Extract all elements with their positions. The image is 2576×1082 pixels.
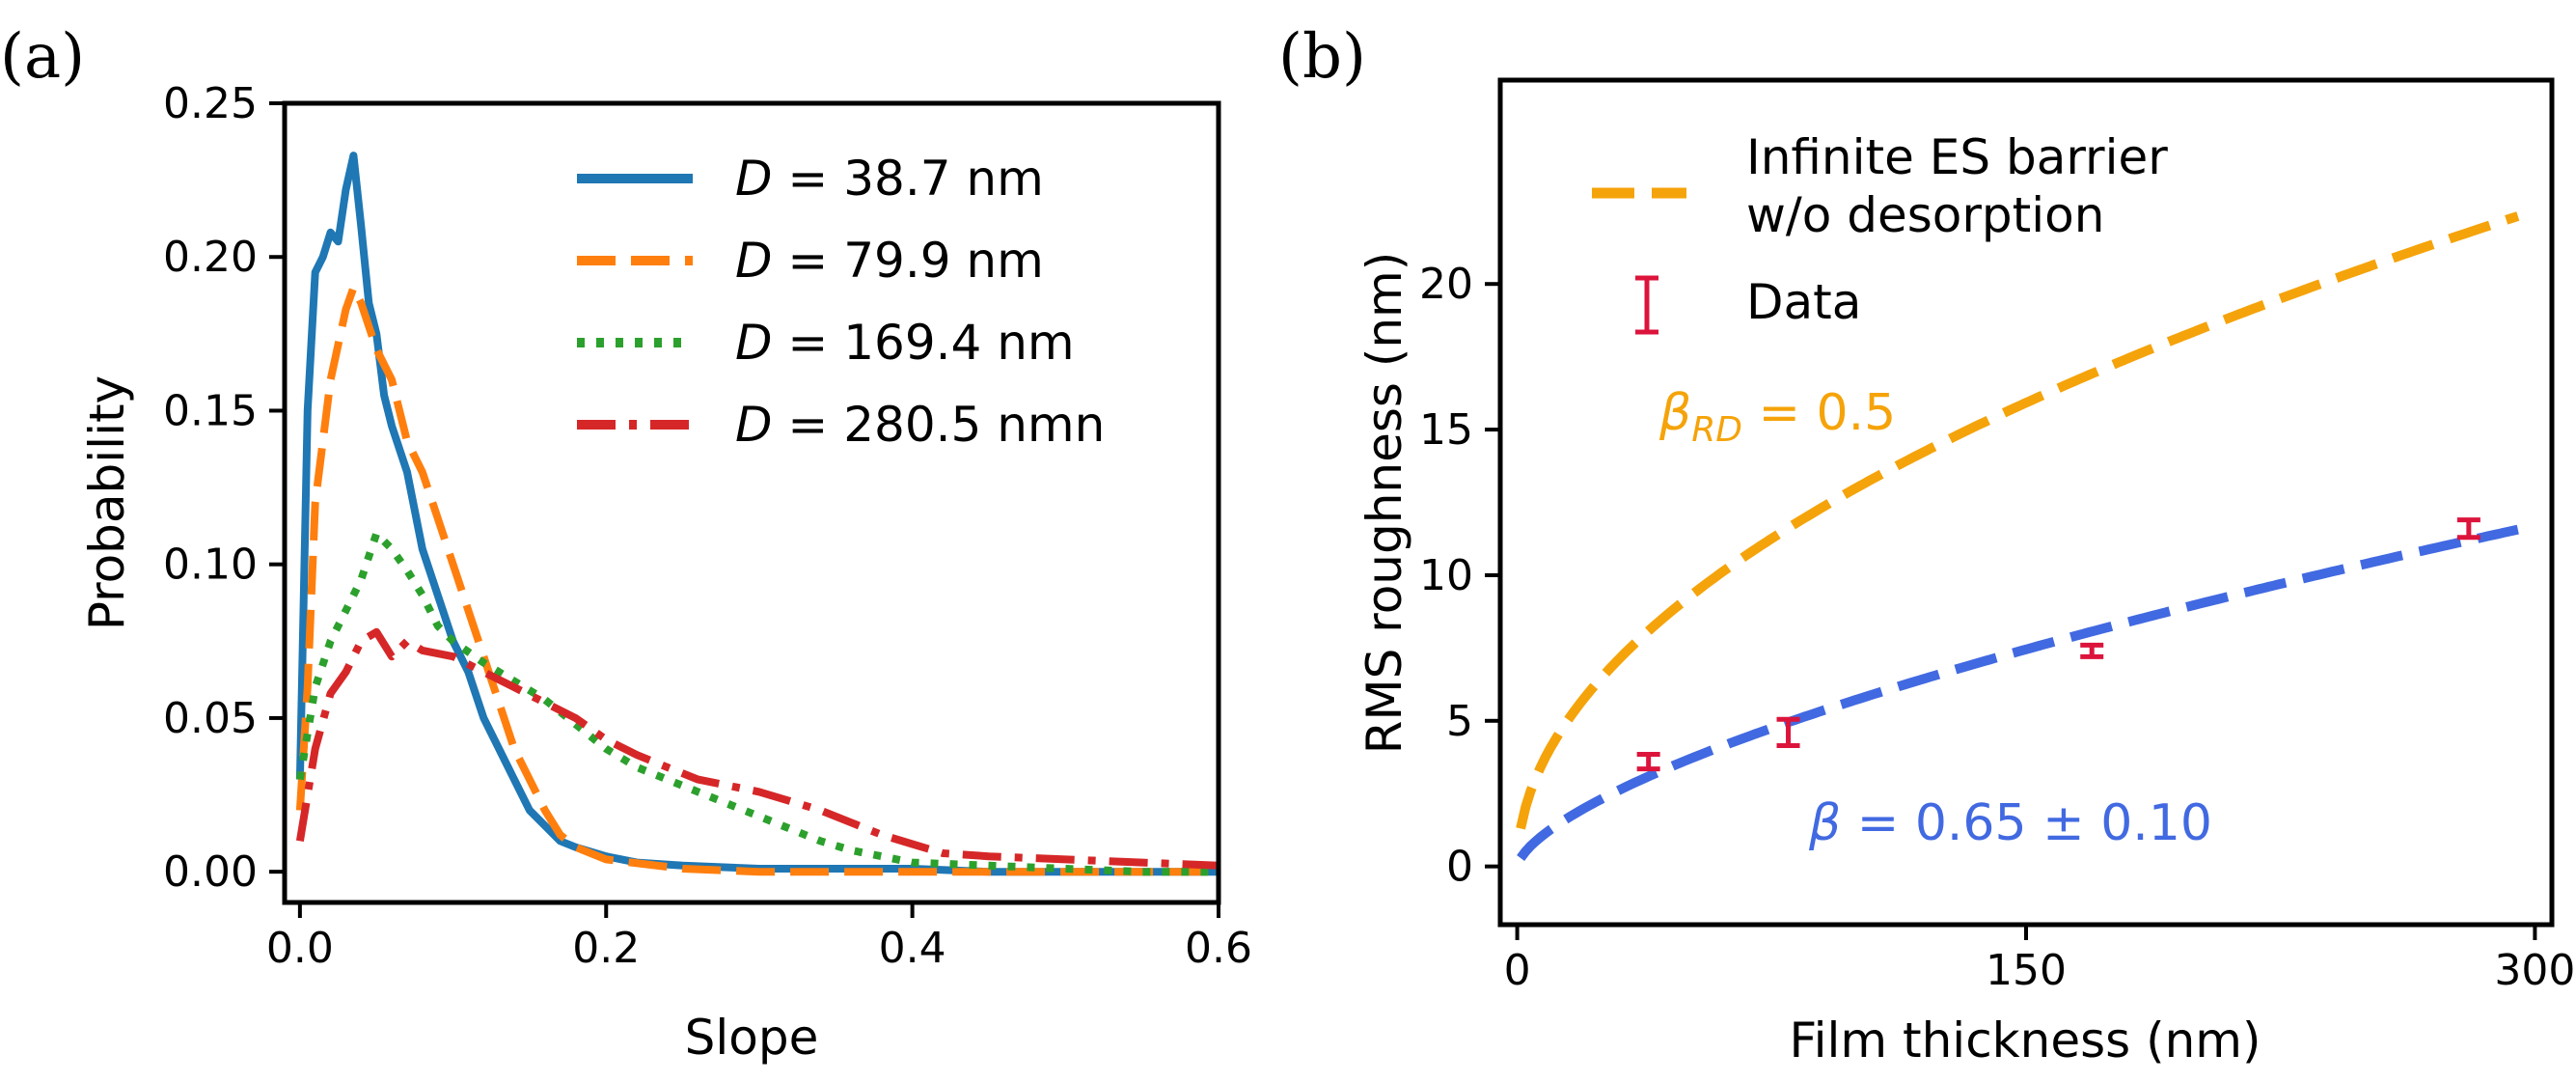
annotation-beta-rd-sub: RD: [1691, 410, 1742, 450]
y-tick-label: 0: [1446, 843, 1473, 892]
panel-b-curves-group: [1516, 211, 2520, 862]
annotation-beta-fit-symbol: β: [1808, 794, 1841, 852]
data-errorbar: [2080, 642, 2104, 659]
panel-b-ylabel: RMS roughness (nm): [1357, 252, 1412, 755]
y-tick-label: 0.15: [163, 386, 258, 435]
y-tick-label: 5: [1446, 697, 1473, 746]
panel-a-frame: [282, 100, 1221, 905]
legend-text-data: Data: [1746, 274, 1861, 330]
x-tick-label: 0.0: [266, 924, 334, 973]
data-errorbar: [1636, 751, 1660, 772]
panel-a-ylabel: Probability: [79, 375, 135, 630]
y-tick-label: 10: [1419, 551, 1473, 600]
y-tick-label: 15: [1419, 405, 1473, 455]
x-tick-label: 0: [1504, 946, 1531, 995]
series-line-1: [295, 152, 1219, 876]
data-errorbar: [1776, 716, 1800, 748]
legend-text-1: D = 38.7 nm: [735, 151, 1044, 207]
annotation-beta-fit: β = 0.65 ± 0.10: [1808, 794, 2212, 852]
y-tick-label: 0.05: [163, 694, 258, 743]
annotation-beta-fit-value: = 0.65 ± 0.10: [1841, 794, 2212, 852]
legend-text-es-line2: w/o desorption: [1746, 187, 2104, 243]
x-tick-label: 0.4: [879, 924, 946, 973]
legend-errorbar-marker: [1635, 275, 1658, 335]
x-tick-label: 0.6: [1185, 924, 1252, 973]
annotation-beta-rd-symbol: β: [1658, 384, 1691, 442]
curve-2: [1517, 524, 2519, 862]
panel-b-label: (b): [1278, 21, 1366, 93]
x-tick-label: 0.2: [572, 924, 640, 973]
legend-text-es-line1: Infinite ES barrier: [1746, 129, 2168, 185]
y-tick-label: 0.10: [163, 541, 258, 590]
panel-b-xlabel: Film thickness (nm): [1790, 1013, 2261, 1068]
y-tick-label: 0.00: [163, 847, 258, 897]
x-tick-label: 300: [2494, 946, 2575, 995]
legend-text-3: D = 169.4 nm: [735, 315, 1075, 371]
panel-b-ticks: 0 150 300 0 5 10 15 20: [1419, 260, 2575, 995]
series-line-2: [295, 284, 1219, 876]
series-line-4: [295, 627, 1219, 870]
panel-a-ticks: 0.0 0.2 0.4 0.6 0.00 0.05 0.10 0.15 0.20 0.25: [163, 79, 1252, 973]
panel-a-legend: D = 38.7 nm D = 79.9 nm D = 169.4 nm D = 28…: [577, 151, 1105, 453]
annotation-beta-rd-value: = 0.5: [1742, 384, 1896, 442]
y-tick-label: 0.25: [163, 79, 258, 128]
legend-text-2: D = 79.9 nm: [735, 233, 1044, 289]
y-tick-label: 20: [1419, 260, 1473, 309]
data-errorbar: [2456, 517, 2480, 541]
panel-a-xlabel: Slope: [685, 1010, 819, 1066]
legend-text-4: D = 280.5 nmn: [735, 397, 1105, 453]
panel-a: (a) 0.0 0.2 0.4 0.6 0.00 0.05 0.10 0.15 0.20 0.25…: [0, 21, 1252, 1066]
panel-a-series-group: [295, 152, 1219, 876]
curve-1: [1516, 211, 2520, 830]
panel-b-frame: [1497, 77, 2555, 928]
y-tick-label: 0.20: [163, 233, 258, 282]
annotation-beta-rd: βRD = 0.5: [1658, 384, 1896, 450]
panel-a-label: (a): [0, 21, 85, 93]
x-tick-label: 150: [1986, 946, 2067, 995]
panel-b-legend: Infinite ES barrier w/o desorption Data: [1592, 129, 2168, 335]
series-line-3: [295, 529, 1219, 876]
